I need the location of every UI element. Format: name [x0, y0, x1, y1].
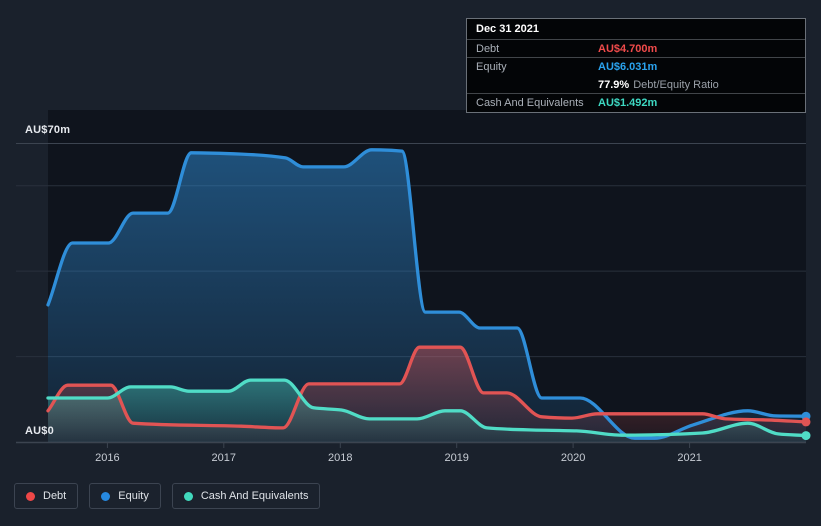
tooltip-row-debt: Debt AU$4.700m: [467, 40, 805, 58]
area-equity: [48, 149, 806, 443]
y-axis-label-0: AU$0: [25, 425, 54, 437]
area-debt: [48, 347, 806, 442]
line-cash-and-equivalents[interactable]: [46, 378, 808, 438]
legend-label-equity: Equity: [118, 490, 149, 502]
legend-item-cash[interactable]: Cash And Equivalents: [171, 483, 321, 509]
tooltip-equity-label: Equity: [476, 61, 507, 73]
y-axis-label-70m: AU$70m: [25, 124, 71, 136]
legend-item-debt[interactable]: Debt: [14, 483, 79, 509]
equity-color-dot-icon: [101, 491, 111, 501]
chart-tooltip: Dec 31 2021 Debt AU$4.700m Equity AU$6.0…: [466, 18, 806, 113]
tooltip-row-cash: Cash And Equivalents AU$1.492m: [467, 94, 805, 112]
line-equity[interactable]: [46, 148, 808, 440]
tooltip-date: Dec 31 2021: [467, 19, 805, 40]
tooltip-row-ratio: 77.9% Debt/Equity Ratio: [467, 76, 805, 94]
tooltip-equity-value: AU$6.031m: [598, 61, 658, 73]
cash-color-dot-icon: [183, 491, 193, 501]
tooltip-debt-value: AU$4.700m: [598, 42, 658, 55]
tooltip-cash-value: AU$1.492m: [598, 97, 658, 109]
debt-color-dot-icon: [26, 491, 35, 501]
tooltip-cash-label: Cash And Equivalents: [476, 97, 584, 109]
chart-legend: Debt Equity Cash And Equivalents: [14, 483, 321, 509]
tooltip-row-equity: Equity AU$6.031m: [467, 58, 805, 76]
x-tick-label: 2017: [212, 452, 236, 464]
endpoint-dot-cash-and-equivalents: [801, 431, 811, 441]
debt-equity-ratio-value: 77.9%: [598, 78, 630, 91]
tooltip-debt-label: Debt: [476, 42, 500, 55]
debt-equity-ratio-label: Debt/Equity Ratio: [633, 78, 719, 91]
legend-item-equity[interactable]: Equity: [89, 483, 161, 509]
legend-label-debt: Debt: [43, 490, 67, 502]
line-debt[interactable]: [46, 345, 808, 430]
legend-label-cash: Cash And Equivalents: [200, 490, 309, 502]
x-tick-label: 2016: [95, 452, 119, 464]
x-tick-label: 2020: [561, 452, 585, 464]
x-tick-label: 2018: [328, 452, 352, 464]
x-tick-label: 2021: [677, 452, 701, 464]
x-tick-label: 2019: [444, 452, 468, 464]
endpoint-dot-debt: [801, 417, 811, 427]
